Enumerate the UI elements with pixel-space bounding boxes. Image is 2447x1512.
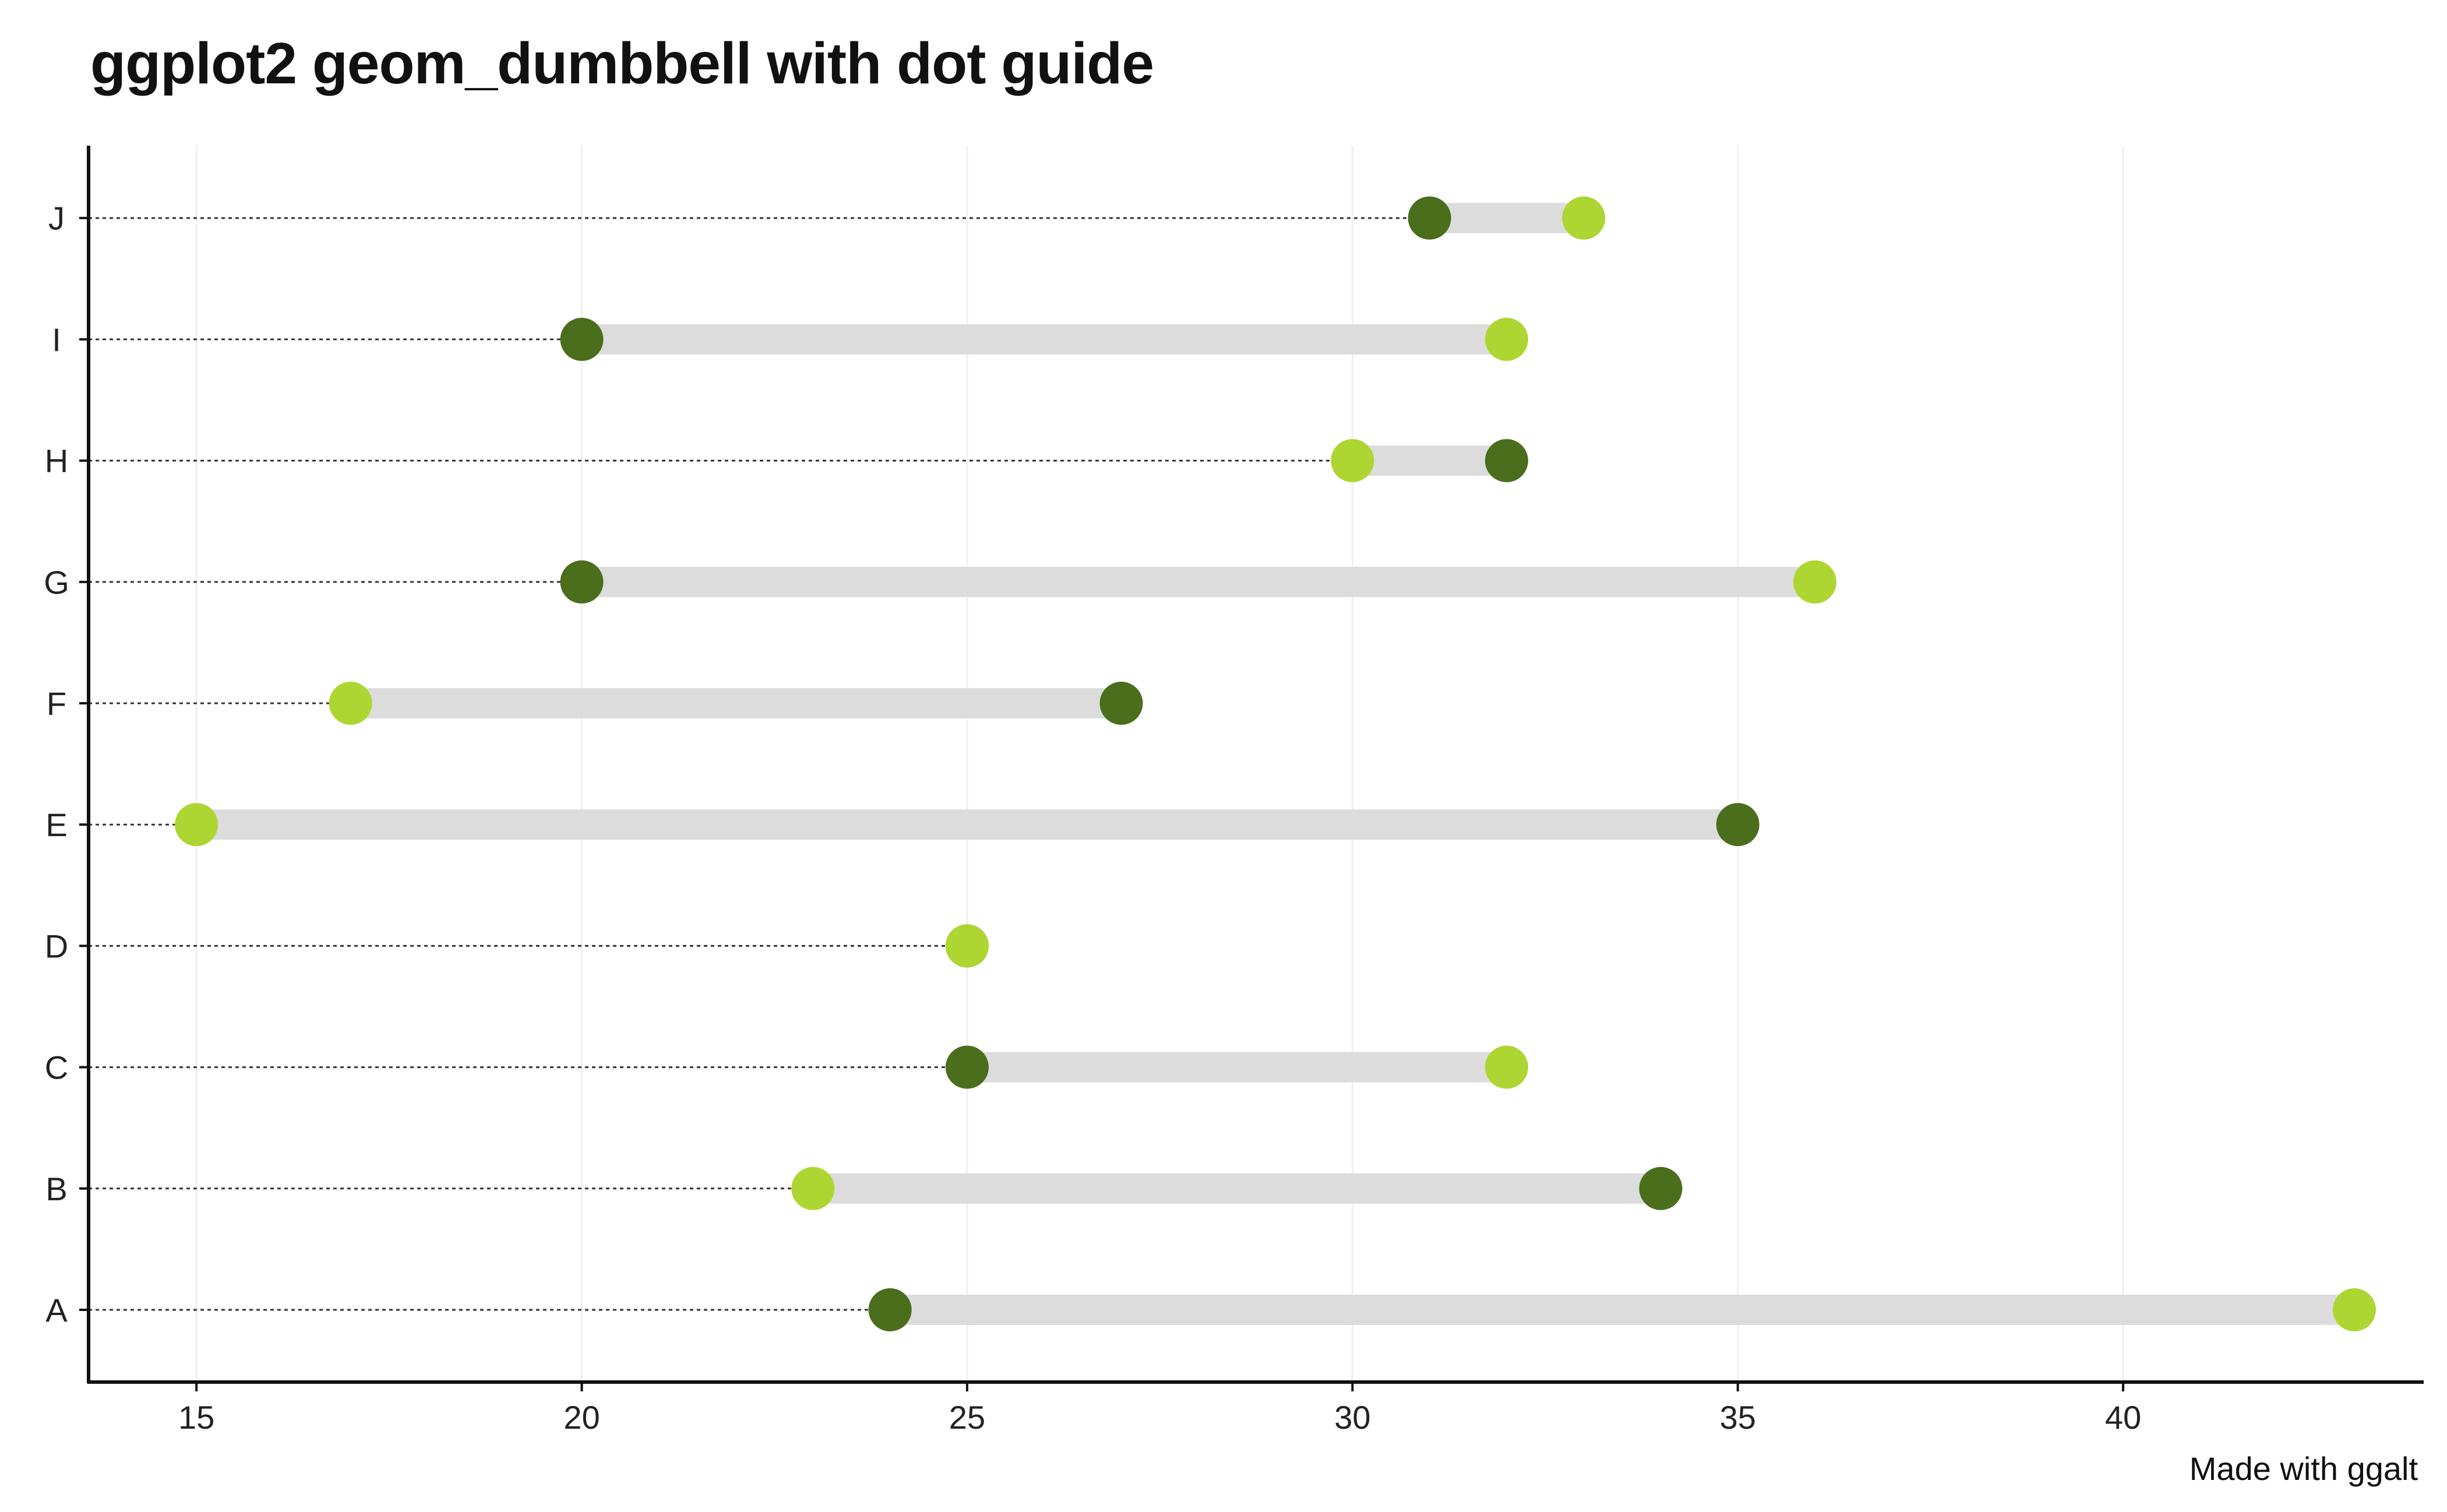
chart-title: ggplot2 geom_dumbbell with dot guide xyxy=(90,31,1154,96)
point-xend-E xyxy=(175,803,218,847)
point-x-E xyxy=(1716,803,1760,847)
x-tick-label: 25 xyxy=(949,1399,985,1436)
x-tick-label: 15 xyxy=(178,1399,214,1436)
point-xend-H xyxy=(1331,439,1374,482)
y-tick-label-E: E xyxy=(45,806,67,843)
point-xend-J xyxy=(1562,196,1606,240)
x-tick-label: 30 xyxy=(1334,1399,1370,1436)
y-tick-label-D: D xyxy=(45,928,68,964)
point-x-C xyxy=(945,1045,989,1089)
point-x-J xyxy=(1408,196,1451,240)
dumbbell-segments xyxy=(196,203,2354,1325)
x-tick-label: 20 xyxy=(563,1399,600,1436)
point-x-G xyxy=(560,560,604,604)
y-tick-label-F: F xyxy=(47,685,66,722)
point-x-B xyxy=(1639,1166,1683,1210)
axes: 15 20 25 30 35 40 A B C D E F G H I J xyxy=(44,146,2424,1436)
dumbbell-points xyxy=(175,196,2376,1331)
y-tick-label-A: A xyxy=(45,1292,68,1328)
point-xend-C xyxy=(1485,1045,1528,1089)
point-xend-G xyxy=(1793,560,1837,604)
y-tick-label-G: G xyxy=(44,564,69,601)
point-x-I xyxy=(560,318,604,361)
point-xend-A xyxy=(2332,1288,2376,1331)
y-tick-label-J: J xyxy=(48,200,65,237)
point-xend-B xyxy=(791,1166,835,1210)
point-x-H xyxy=(1485,439,1528,482)
y-tick-label-H: H xyxy=(45,443,68,480)
caption: Made with ggalt xyxy=(2189,1450,2418,1487)
y-tick-label-B: B xyxy=(45,1171,67,1207)
point-xend-F xyxy=(329,682,372,725)
x-tick-label: 40 xyxy=(2105,1399,2141,1436)
point-x-A xyxy=(868,1288,912,1331)
point-x-F xyxy=(1099,682,1143,725)
point-xend-D xyxy=(945,924,989,968)
y-tick-label-C: C xyxy=(45,1049,68,1086)
point-xend-I xyxy=(1485,318,1528,361)
dot-guides xyxy=(89,217,1430,1311)
x-tick-label: 35 xyxy=(1720,1399,1756,1436)
y-tick-label-I: I xyxy=(52,321,61,358)
